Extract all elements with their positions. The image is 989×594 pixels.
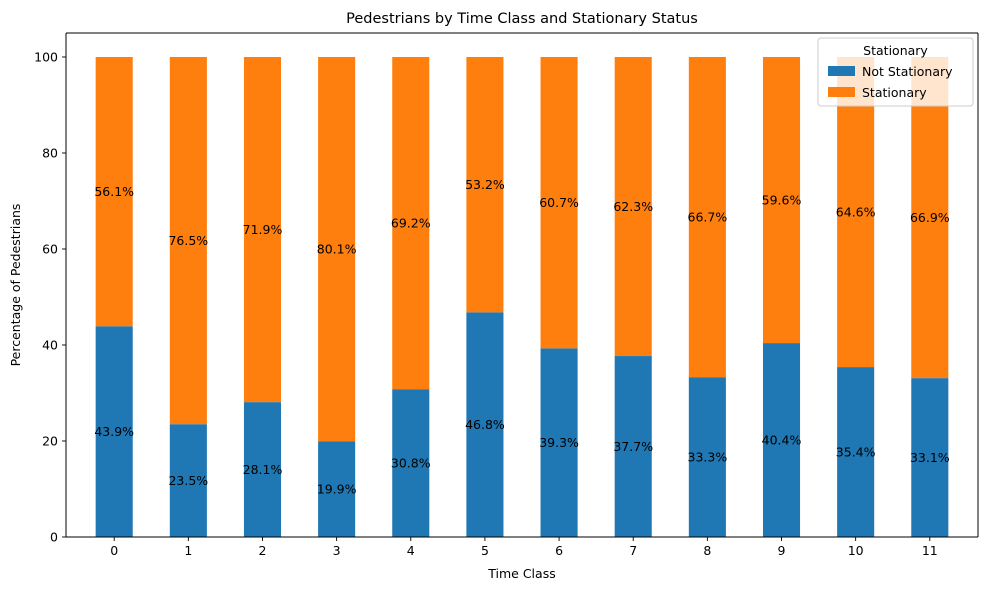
bar-stationary-10 — [837, 57, 875, 368]
bar-label: 53.2% — [465, 177, 505, 192]
legend-swatch-stationary — [828, 87, 855, 97]
bar-label: 35.4% — [836, 445, 876, 460]
bar-label: 46.8% — [465, 417, 505, 432]
bar-stationary-4 — [392, 57, 430, 390]
bar-stationary-0 — [95, 57, 133, 327]
y-tick-label: 20 — [42, 434, 58, 449]
bar-not-stationary-8 — [688, 377, 726, 537]
bar-stationary-11 — [911, 57, 949, 379]
bar-label: 56.1% — [94, 184, 134, 199]
x-tick-label: 4 — [407, 543, 415, 558]
bar-labels-layer: 43.9% 23.5% 28.1% 19.9% 30.8% 46.8% 39.3% 37.7%… — [94, 177, 949, 497]
x-tick-label: 3 — [333, 543, 341, 558]
bar-label: 66.7% — [688, 210, 728, 225]
bar-stationary-3 — [318, 57, 356, 442]
x-tick-label: 0 — [110, 543, 118, 558]
bar-stationary-5 — [466, 57, 504, 313]
bar-label: 33.3% — [688, 450, 728, 465]
x-tick-label: 11 — [922, 543, 938, 558]
bars-layer — [95, 57, 949, 537]
x-tick-label: 10 — [848, 543, 864, 558]
bar-label: 64.6% — [836, 205, 876, 220]
bar-stationary-2 — [243, 57, 282, 403]
y-tick-label: 40 — [42, 338, 58, 353]
bar-label: 80.1% — [317, 242, 357, 257]
bar-not-stationary-3 — [318, 441, 356, 537]
y-tick-label: 80 — [42, 146, 58, 161]
bar-stationary-6 — [540, 57, 578, 349]
bar-label: 23.5% — [168, 473, 208, 488]
bar-not-stationary-10 — [837, 367, 875, 537]
x-axis-label: Time Class — [487, 566, 555, 581]
x-tick-label: 5 — [481, 543, 489, 558]
bar-label: 30.8% — [391, 456, 431, 471]
bar-stationary-1 — [169, 57, 207, 425]
x-tick-label: 9 — [778, 543, 786, 558]
chart-title: Pedestrians by Time Class and Stationary… — [346, 11, 698, 27]
bar-not-stationary-6 — [540, 348, 578, 537]
bar-label: 43.9% — [94, 424, 134, 439]
bar-not-stationary-11 — [911, 378, 949, 537]
legend-label: Stationary — [862, 85, 927, 100]
bar-label: 40.4% — [762, 433, 802, 448]
bar-label: 62.3% — [613, 199, 653, 214]
y-axis-label: Percentage of Pedestrians — [8, 204, 23, 367]
bar-not-stationary-0 — [95, 326, 133, 537]
legend: Stationary Not Stationary Stationary — [817, 37, 974, 107]
axes-layer: 0 20 40 60 80 100 0 1 2 3 4 5 6 7 8 9 10 11 — [34, 32, 979, 558]
bar-label: 69.2% — [391, 216, 431, 231]
bar-label: 60.7% — [539, 195, 579, 210]
bar-not-stationary-9 — [762, 343, 801, 537]
bar-not-stationary-7 — [614, 356, 652, 537]
bar-stationary-7 — [614, 57, 652, 357]
x-tick-label: 8 — [703, 543, 711, 558]
x-tick-label: 2 — [259, 543, 267, 558]
x-tick-label: 6 — [555, 543, 563, 558]
legend-box — [817, 37, 974, 107]
bar-label: 37.7% — [613, 439, 653, 454]
legend-title: Stationary — [863, 43, 928, 58]
bar-label: 66.9% — [910, 210, 950, 225]
bar-label: 39.3% — [539, 435, 579, 450]
bar-not-stationary-5 — [466, 312, 504, 537]
legend-label: Not Stationary — [862, 64, 953, 79]
y-tick-label: 0 — [50, 530, 58, 545]
bar-label: 28.1% — [243, 462, 283, 477]
bar-not-stationary-4 — [392, 389, 430, 537]
legend-swatch-not-stationary — [828, 66, 855, 76]
bar-not-stationary-1 — [169, 424, 207, 537]
bar-stationary-9 — [762, 57, 801, 344]
bar-label: 76.5% — [168, 233, 208, 248]
bar-not-stationary-2 — [243, 402, 282, 537]
bar-label: 71.9% — [243, 222, 283, 237]
bar-label: 19.9% — [317, 482, 357, 497]
y-tick-label: 60 — [42, 242, 58, 257]
bar-stationary-8 — [688, 57, 726, 378]
x-tick-label: 7 — [629, 543, 637, 558]
y-tick-label: 100 — [34, 50, 58, 65]
bar-label: 59.6% — [762, 193, 802, 208]
x-tick-label: 1 — [184, 543, 192, 558]
bar-label: 33.1% — [910, 450, 950, 465]
